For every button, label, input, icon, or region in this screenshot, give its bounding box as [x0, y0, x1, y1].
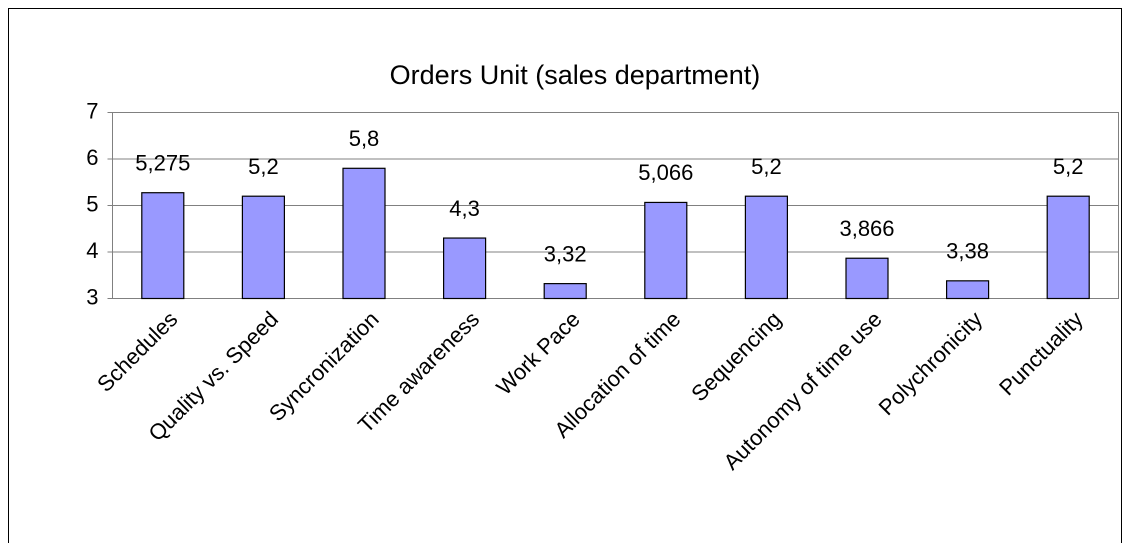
bar [342, 167, 386, 300]
bar [141, 192, 185, 300]
y-tick-label: 3 [86, 284, 98, 309]
y-tick-label: 6 [86, 145, 98, 170]
data-label: 5,275 [135, 151, 190, 176]
data-label: 5,8 [349, 126, 380, 151]
chart-border [8, 8, 1122, 543]
bar [443, 237, 487, 300]
data-label: 5,2 [248, 154, 279, 179]
y-tick-label: 7 [86, 98, 98, 123]
bar [543, 283, 587, 300]
bar [1046, 195, 1090, 300]
data-label: 4,3 [449, 196, 480, 221]
data-label: 5,2 [1053, 154, 1084, 179]
bar [845, 257, 889, 300]
data-label: 5,066 [638, 160, 693, 185]
data-label: 3,866 [839, 216, 894, 241]
data-label: 3,38 [946, 239, 989, 264]
data-label: 3,32 [544, 241, 587, 266]
data-label: 5,2 [751, 154, 782, 179]
bar [241, 195, 285, 300]
y-tick-label: 5 [86, 191, 98, 216]
bar [644, 201, 688, 300]
chart-title: Orders Unit (sales department) [390, 60, 761, 90]
y-tick-label: 4 [86, 238, 98, 263]
bar [744, 195, 789, 300]
bar [945, 280, 990, 300]
